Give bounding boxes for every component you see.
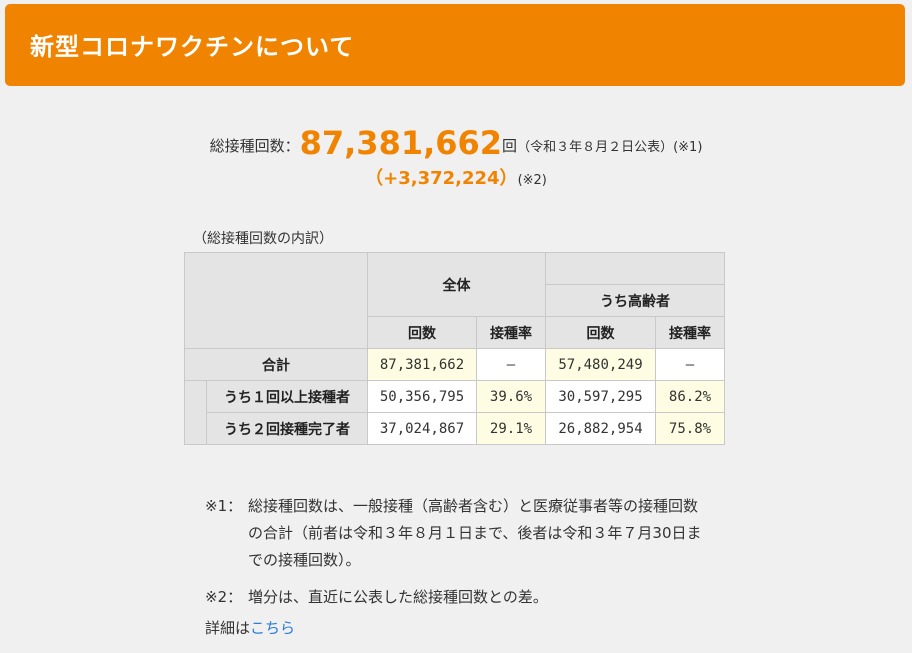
footnotes: ※1： 総接種回数は、一般接種（高齢者含む）と医療従事者等の接種回数の合計（前者… <box>205 493 708 642</box>
page-banner: 新型コロナワクチンについて <box>5 4 905 86</box>
diff-count: （+3,372,224） <box>365 168 518 189</box>
footnote-text: 増分は、直近に公表した総接種回数との差。 <box>248 588 548 606</box>
elderly-rate: — <box>655 348 725 381</box>
detail-line: 詳細はこちら <box>205 615 708 642</box>
breakdown-table: 全体 うち高齢者 回数 接種率 回数 接種率 合計 87,381,662 — 5… <box>184 252 725 445</box>
row-label: 合計 <box>184 348 368 381</box>
footnote-2: ※2： 増分は、直近に公表した総接種回数との差。 <box>205 584 708 611</box>
elderly-count: 26,882,954 <box>545 412 656 445</box>
all-count: 87,381,662 <box>367 348 477 381</box>
header-elderly-rate: 接種率 <box>655 316 725 349</box>
header-all: 全体 <box>367 252 546 317</box>
all-rate: 39.6% <box>476 380 546 413</box>
detail-link[interactable]: こちら <box>250 619 296 637</box>
note-ref-2: (※2) <box>517 173 547 188</box>
elderly-rate: 86.2% <box>655 380 725 413</box>
table-row: うち１回以上接種者 50,356,795 39.6% 30,597,295 86… <box>184 380 725 445</box>
table-row: 合計 87,381,662 — 57,480,249 — <box>184 348 725 381</box>
row-label: うち１回以上接種者 <box>206 380 368 413</box>
total-label: 総接種回数： <box>209 137 300 155</box>
page-title: 新型コロナワクチンについて <box>30 33 355 61</box>
note-ref-1: (※1) <box>673 140 703 155</box>
header-all-count: 回数 <box>367 316 477 349</box>
footnote-1: ※1： 総接種回数は、一般接種（高齢者含む）と医療従事者等の接種回数の合計（前者… <box>205 493 708 574</box>
header-blank <box>545 252 725 285</box>
all-rate: — <box>476 348 546 381</box>
table-row: うち２回接種完了者 37,024,867 29.1% 26,882,954 75… <box>185 412 725 445</box>
header-all-rate: 接種率 <box>476 316 546 349</box>
vaccination-summary: 総接種回数：87,381,662回（令和３年８月２日公表）(※1) （+3,37… <box>0 122 912 196</box>
total-unit: 回 <box>502 137 518 155</box>
all-rate: 29.1% <box>476 412 546 445</box>
row-label: うち２回接種完了者 <box>206 412 368 445</box>
corner-cell <box>184 252 368 349</box>
published-date: （令和３年８月２日公表） <box>517 140 674 155</box>
all-count: 37,024,867 <box>367 412 477 445</box>
elderly-count: 57,480,249 <box>545 348 656 381</box>
detail-prefix: 詳細は <box>205 619 251 637</box>
header-elderly-count: 回数 <box>545 316 656 349</box>
footnote-mark: ※1： <box>205 497 243 515</box>
indent-cell <box>184 380 207 445</box>
elderly-rate: 75.8% <box>655 412 725 445</box>
footnote-text: 総接種回数は、一般接種（高齢者含む）と医療従事者等の接種回数の合計（前者は令和３… <box>248 497 702 569</box>
footnote-mark: ※2： <box>205 588 243 606</box>
all-count: 50,356,795 <box>367 380 477 413</box>
elderly-count: 30,597,295 <box>545 380 656 413</box>
table-caption: （総接種回数の内訳） <box>193 231 333 247</box>
header-elderly: うち高齢者 <box>545 284 725 317</box>
total-count: 87,381,662 <box>299 124 503 162</box>
